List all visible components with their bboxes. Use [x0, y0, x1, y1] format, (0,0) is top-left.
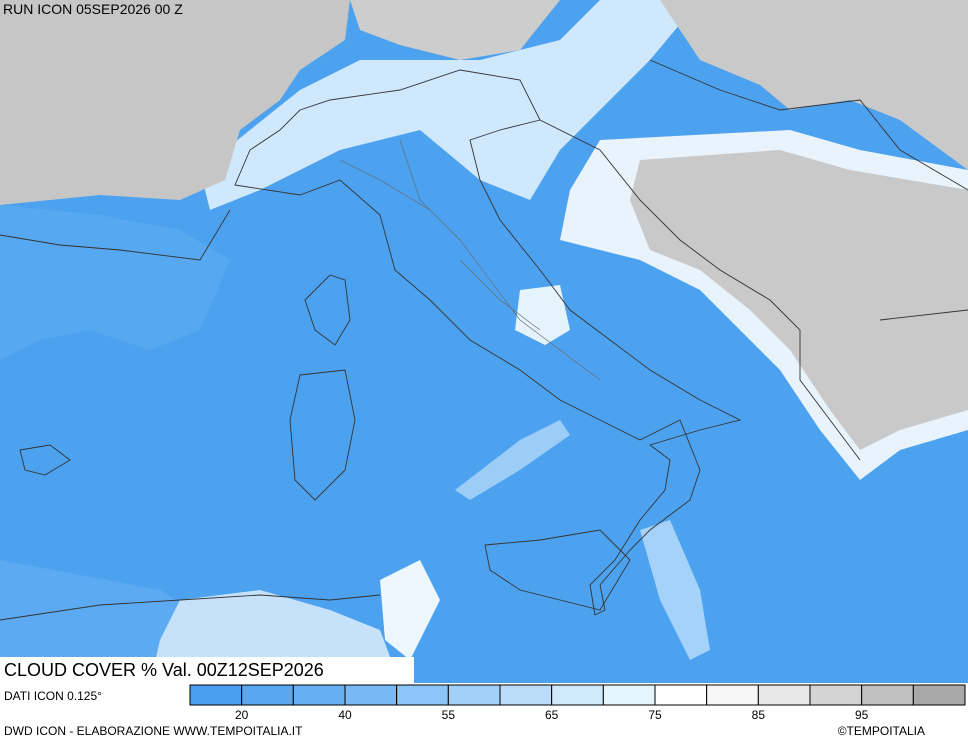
border	[539, 59, 968, 461]
legend-label: 75	[648, 708, 662, 722]
coastline	[484, 529, 631, 611]
legend-swatch	[809, 684, 863, 706]
legend-swatch	[344, 684, 398, 706]
cloud-patch	[630, 150, 968, 450]
cloud-patch	[660, 0, 968, 170]
footer-credit: DWD ICON - ELABORAZIONE WWW.TEMPOITALIA.…	[4, 724, 303, 738]
legend-label: 40	[338, 708, 352, 722]
map-caption: CLOUD COVER % Val. 00Z12SEP2026	[4, 660, 324, 680]
cloud-patch	[0, 205, 230, 360]
footer-copyright: ©TEMPOITALIA	[838, 724, 925, 738]
legend-swatch	[396, 684, 449, 706]
run-label: RUN ICON 05SEP2026 00 Z	[3, 1, 183, 17]
legend-swatch	[654, 684, 708, 706]
coastline	[289, 369, 356, 501]
cloud-patch	[380, 560, 440, 660]
legend-swatch	[241, 684, 294, 706]
coastline	[304, 274, 351, 346]
map: CLOUD COVER % Val. 00Z12SEP2026 RUN ICON…	[0, 0, 968, 683]
cloud-patch	[0, 0, 350, 205]
coastline	[234, 69, 742, 616]
legend-swatch	[706, 684, 759, 706]
legend-swatch	[551, 684, 604, 706]
legend-swatch	[912, 684, 966, 706]
legend-label: 65	[545, 708, 559, 722]
legend-label: 55	[442, 708, 456, 722]
legend: DATI ICON 0.125° DWD ICON - ELABORAZIONE…	[4, 684, 966, 738]
legend-swatch	[189, 684, 243, 706]
legend-swatch	[292, 684, 346, 706]
cloud-patch	[640, 520, 710, 660]
coastline	[19, 444, 71, 476]
cloud-patch	[350, 0, 560, 60]
cloud-patch	[455, 420, 570, 500]
legend-swatch	[499, 684, 553, 706]
caption-box	[0, 657, 414, 683]
legend-swatch	[447, 684, 501, 706]
cloud-patch	[200, 0, 700, 210]
legend-swatch	[757, 684, 811, 706]
legend-label: 20	[235, 708, 249, 722]
legend-swatch	[861, 684, 914, 706]
legend-label: 85	[752, 708, 766, 722]
border	[339, 139, 601, 381]
legend-label: 95	[855, 708, 869, 722]
cloud-patch	[515, 285, 570, 345]
legend-source: DATI ICON 0.125°	[4, 689, 102, 703]
coastline	[0, 209, 381, 621]
legend-swatch	[602, 684, 656, 706]
